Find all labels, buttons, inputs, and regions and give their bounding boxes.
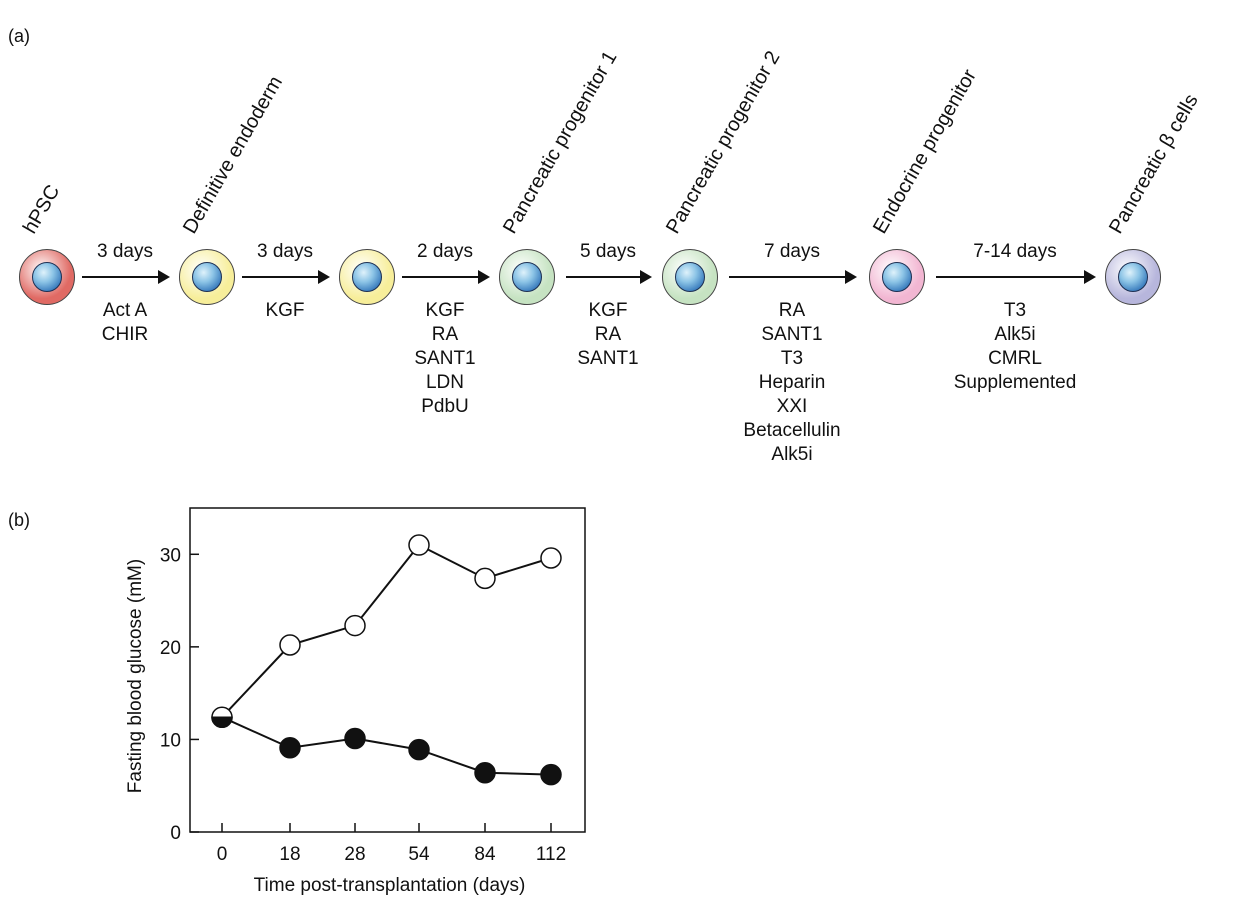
factor-item: Supplemented <box>953 372 1077 393</box>
x-tick-label: 28 <box>344 844 365 865</box>
y-tick-label: 20 <box>160 638 181 659</box>
open-point <box>474 567 496 590</box>
panel-b-label: (b) <box>8 510 30 530</box>
filled-point <box>211 716 233 728</box>
filled-point <box>344 727 366 750</box>
y-tick-label: 30 <box>160 545 181 566</box>
cell-nucleus <box>1118 262 1148 292</box>
cell-stage-2 <box>339 249 395 305</box>
open-point <box>408 534 430 556</box>
step-factors-4: RA SANT1 T3 Heparin XXI Betacellulin Alk5i <box>743 299 840 467</box>
step-factors-2: KGF RA SANT1 LDN PdbU <box>414 299 475 419</box>
cell-nucleus <box>352 262 382 292</box>
x-tick-label: 0 <box>217 844 228 865</box>
cell-nucleus <box>32 262 62 292</box>
cell-nucleus <box>192 262 222 292</box>
x-tick-label: 18 <box>279 844 300 865</box>
step-duration-1: 3 days <box>257 241 313 262</box>
factor-item: T3 <box>780 348 804 369</box>
x-tick-label: 84 <box>474 844 496 865</box>
panel-a-label: (a) <box>8 26 30 46</box>
factor-item: SANT1 <box>761 324 823 345</box>
factor-item: T3 <box>1003 300 1027 321</box>
y-axis-label: Fasting blood glucose (mM) <box>125 559 146 793</box>
factor-item: PdbU <box>421 396 469 417</box>
step-arrow-3 <box>566 270 652 284</box>
factor-item: RA <box>431 324 459 345</box>
factor-item: Act A <box>102 300 148 321</box>
filled-point <box>408 738 430 761</box>
step-arrow-1 <box>242 270 330 284</box>
factor-item: RA <box>594 324 622 345</box>
open-point <box>540 547 562 569</box>
series-line-filled-circle <box>221 716 552 776</box>
factor-item: XXI <box>776 396 808 417</box>
y-tick-label: 10 <box>160 730 181 751</box>
step-factors-1: KGF <box>265 299 304 323</box>
filled-point <box>540 763 562 786</box>
cell-nucleus <box>512 262 542 292</box>
step-duration-3: 5 days <box>580 241 636 262</box>
open-point <box>344 614 366 637</box>
series-line-open-circle <box>221 543 552 718</box>
x-tick-label: 112 <box>536 844 566 865</box>
cell-stage-5 <box>869 249 925 305</box>
factor-item: SANT1 <box>414 348 476 369</box>
cell-nucleus <box>675 262 705 292</box>
x-axis-label: Time post-transplantation (days) <box>254 875 526 896</box>
factor-item: CHIR <box>101 324 149 345</box>
cell-stage-6 <box>1105 249 1161 305</box>
y-tick-label: 0 <box>170 823 181 844</box>
filled-point <box>474 762 496 784</box>
step-arrow-2 <box>402 270 490 284</box>
step-arrow-5 <box>936 270 1096 284</box>
step-arrow-4 <box>729 270 857 284</box>
filled-point <box>279 737 301 759</box>
cell-nucleus <box>882 262 912 292</box>
step-duration-5: 7-14 days <box>973 241 1057 262</box>
cell-stage-3 <box>499 249 555 305</box>
step-duration-0: 3 days <box>97 241 153 262</box>
factor-item: KGF <box>425 300 465 321</box>
factor-item: CMRL <box>988 348 1042 369</box>
plot-frame <box>189 507 586 833</box>
factor-item: SANT1 <box>577 348 639 369</box>
cell-stage-4 <box>662 249 718 305</box>
factor-item: RA <box>778 300 806 321</box>
x-tick-label: 54 <box>408 844 430 865</box>
step-duration-2: 2 days <box>417 241 473 262</box>
open-point <box>279 634 301 656</box>
factor-item: KGF <box>265 300 305 321</box>
factor-item: KGF <box>588 300 628 321</box>
cell-stage-0 <box>19 249 75 305</box>
factor-item: LDN <box>425 372 464 393</box>
factor-item: Alk5i <box>994 324 1036 345</box>
factor-item: Betacellulin <box>743 420 841 441</box>
cell-stage-1 <box>179 249 235 305</box>
step-arrow-0 <box>82 270 170 284</box>
factor-item: Alk5i <box>771 444 813 465</box>
step-factors-5: T3 Alk5i CMRL Supplemented <box>954 299 1077 395</box>
step-factors-0: Act A CHIR <box>102 299 148 347</box>
step-factors-3: KGF RA SANT1 <box>577 299 638 371</box>
factor-item: Heparin <box>758 372 826 393</box>
step-duration-4: 7 days <box>764 241 820 262</box>
